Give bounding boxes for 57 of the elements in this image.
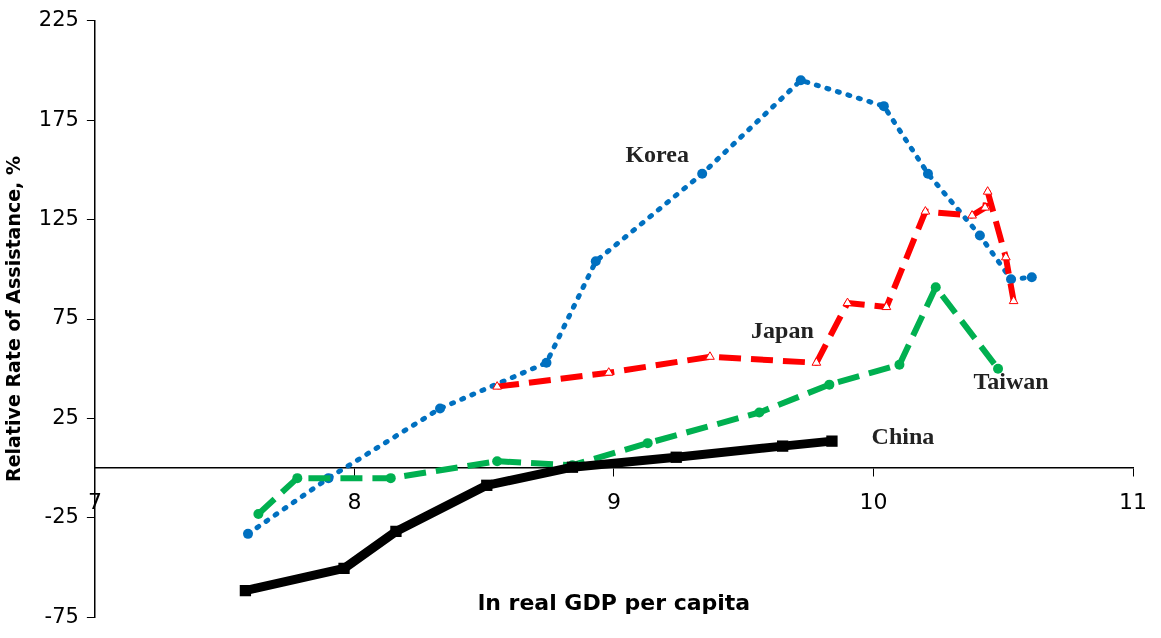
series-label: China <box>871 423 935 450</box>
x-tick-label: 9 <box>606 489 621 515</box>
point <box>878 101 889 112</box>
point <box>1026 272 1037 283</box>
point <box>826 435 838 447</box>
point <box>982 186 993 195</box>
point <box>590 256 601 267</box>
point <box>754 407 765 418</box>
series-label: Taiwan <box>973 367 1049 394</box>
point <box>292 473 303 484</box>
point <box>670 451 682 463</box>
point <box>481 479 493 491</box>
point <box>435 403 446 414</box>
y-tick-label: -75 <box>44 603 79 628</box>
point <box>894 359 905 370</box>
x-tick-label: 11 <box>1119 489 1147 515</box>
x-axis-title: ln real GDP per capita <box>477 589 751 615</box>
point <box>881 301 892 311</box>
point <box>239 584 252 597</box>
point <box>930 282 941 293</box>
point <box>253 508 264 519</box>
point <box>1006 274 1017 285</box>
y-axis-title: Relative Rate of Assistance, % <box>2 156 25 482</box>
series-label: Korea <box>625 140 689 167</box>
point <box>642 438 653 449</box>
point <box>1001 251 1011 261</box>
x-tick-label: 10 <box>859 489 888 515</box>
point <box>922 168 933 179</box>
point <box>705 351 715 360</box>
point <box>974 230 985 241</box>
point <box>541 357 552 368</box>
point <box>492 456 503 467</box>
y-tick-label: -25 <box>44 504 79 529</box>
y-tick-label: 75 <box>52 305 79 330</box>
point <box>967 210 977 219</box>
point <box>385 473 396 484</box>
point <box>603 367 614 376</box>
point <box>338 562 350 575</box>
point <box>920 206 931 215</box>
point <box>980 202 990 211</box>
point <box>842 297 853 307</box>
point <box>390 525 402 538</box>
point <box>243 528 254 539</box>
point <box>776 440 789 452</box>
y-tick-label: 125 <box>38 205 79 230</box>
point <box>795 75 806 86</box>
y-tick-label: 175 <box>38 106 79 131</box>
point <box>993 363 1004 374</box>
y-tick-label: 25 <box>52 404 79 429</box>
point <box>824 379 835 390</box>
x-tick-label: 8 <box>347 489 362 515</box>
point <box>492 381 502 390</box>
y-tick-label: 225 <box>38 7 79 32</box>
point <box>811 357 822 366</box>
point <box>1008 295 1019 305</box>
point <box>697 168 708 179</box>
series-label: Japan <box>751 316 814 343</box>
